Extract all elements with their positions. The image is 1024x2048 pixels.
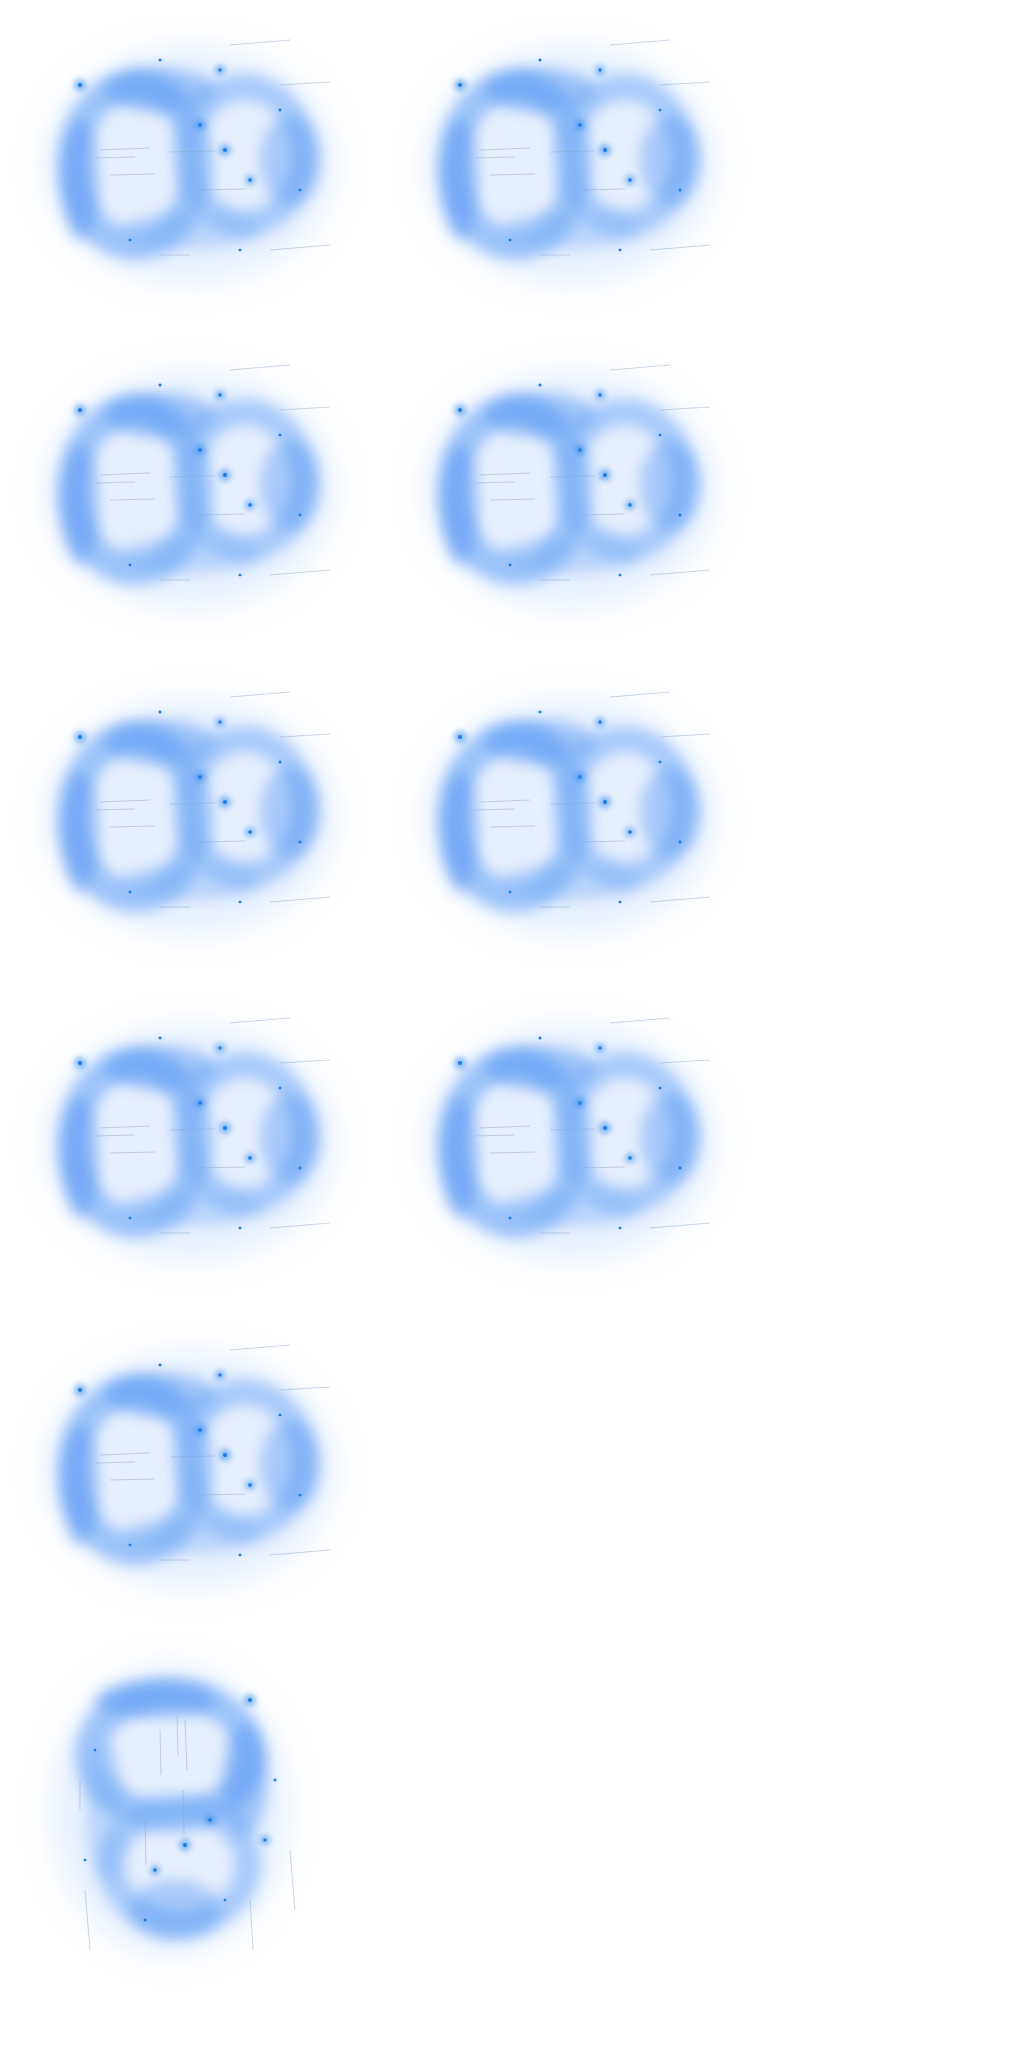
panel xyxy=(52,1665,295,1955)
panel xyxy=(45,1018,335,1261)
panel xyxy=(425,40,715,283)
panel xyxy=(45,1345,335,1588)
panel xyxy=(45,40,335,283)
panel xyxy=(425,365,715,608)
panel xyxy=(425,1018,715,1261)
panel xyxy=(425,692,715,935)
panel xyxy=(45,365,335,608)
panel xyxy=(45,692,335,935)
